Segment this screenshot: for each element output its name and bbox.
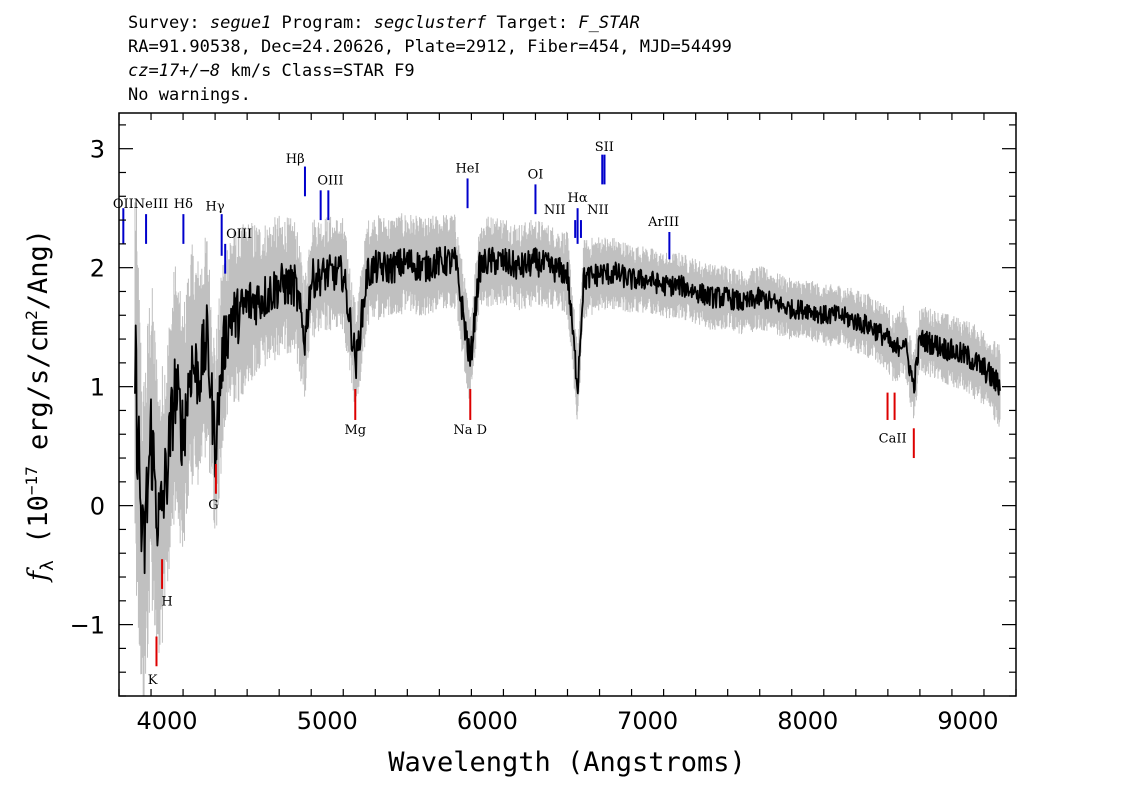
program-value: segclusterf: [374, 13, 487, 33]
y-axis-suffix: /Ang): [23, 229, 54, 310]
class-value: km/s Class=STAR F9: [220, 61, 414, 81]
emission-line-label-8: HeI: [455, 161, 479, 176]
plot-area: [134, 202, 1001, 696]
y-axis-title: fλ (10−17 erg/s/cm2/Ang): [22, 229, 58, 583]
y-axis-subscript: λ: [37, 560, 58, 571]
y-tick-label--1: −1: [70, 612, 105, 640]
emission-line-label-3: Hγ: [206, 200, 225, 215]
absorption-line-label-2: G: [208, 498, 218, 513]
emission-line-label-11: Hα: [568, 191, 588, 206]
emission-line-label-9: OI: [528, 167, 544, 182]
x-tick-label-8000: 8000: [777, 707, 838, 735]
emission-line-label-15: ArIII: [647, 215, 679, 230]
redshift-value: cz=17+/−8: [128, 61, 220, 81]
x-axis-title: Wavelength (Angstroms): [388, 747, 746, 778]
header-line-2: RA=91.90538, Dec=24.20626, Plate=2912, F…: [128, 37, 732, 57]
emission-line-label-6: OIII: [317, 173, 343, 188]
absorption-line-label-0: K: [148, 673, 158, 688]
emission-line-label-13: SII: [595, 140, 614, 155]
absorption-line-label-5: CaII: [879, 432, 907, 447]
emission-line-label-5: Hβ: [286, 152, 305, 167]
tick-labels: 4000 5000 6000 7000 8000 9000 −1 0 1 2 3: [70, 136, 999, 735]
y-tick-label-1: 1: [90, 374, 105, 402]
survey-label: Survey:: [128, 13, 210, 33]
program-label: Program:: [271, 13, 373, 33]
x-tick-label-9000: 9000: [937, 707, 998, 735]
x-tick-label-7000: 7000: [617, 707, 678, 735]
header-line-1: Survey: segue1 Program: segclusterf Targ…: [128, 13, 640, 33]
y-tick-label-0: 0: [90, 493, 105, 521]
emission-line-label-0: OII: [113, 197, 134, 212]
emission-line-label-2: Hδ: [174, 197, 193, 212]
emission-line-label-4: OIII: [226, 227, 252, 242]
x-tick-label-5000: 5000: [297, 707, 358, 735]
y-tick-label-2: 2: [90, 255, 105, 283]
absorption-line-label-3: Mg: [344, 423, 366, 438]
axis-ticks: [118, 113, 1017, 697]
flux-layer: [134, 245, 1001, 575]
y-axis-prefix: (10: [23, 495, 54, 560]
flux-series-line: [134, 245, 1001, 575]
target-value: F_STAR: [578, 13, 639, 33]
x-tick-label-4000: 4000: [137, 707, 198, 735]
header-line-3: cz=17+/−8 km/s Class=STAR F9: [128, 61, 415, 81]
y-axis-symbol: f: [23, 567, 54, 583]
x-tick-label-6000: 6000: [457, 707, 518, 735]
emission-line-label-1: NeIII: [134, 197, 168, 212]
header-line-4: No warnings.: [128, 85, 251, 105]
y-axis-units: erg/s/cm: [23, 320, 54, 466]
absorption-line-label-4: Na D: [453, 423, 487, 438]
y-tick-label-3: 3: [90, 136, 105, 164]
survey-value: segue1: [210, 13, 271, 33]
absorption-line-label-1: H: [161, 595, 172, 610]
emission-line-label-12: NII: [587, 203, 609, 218]
emission-line-label-10: NII: [544, 203, 566, 218]
y-axis-exponent: −17: [22, 466, 41, 495]
target-label: Target:: [486, 13, 578, 33]
y-axis-exponent-2: 2: [22, 310, 41, 320]
